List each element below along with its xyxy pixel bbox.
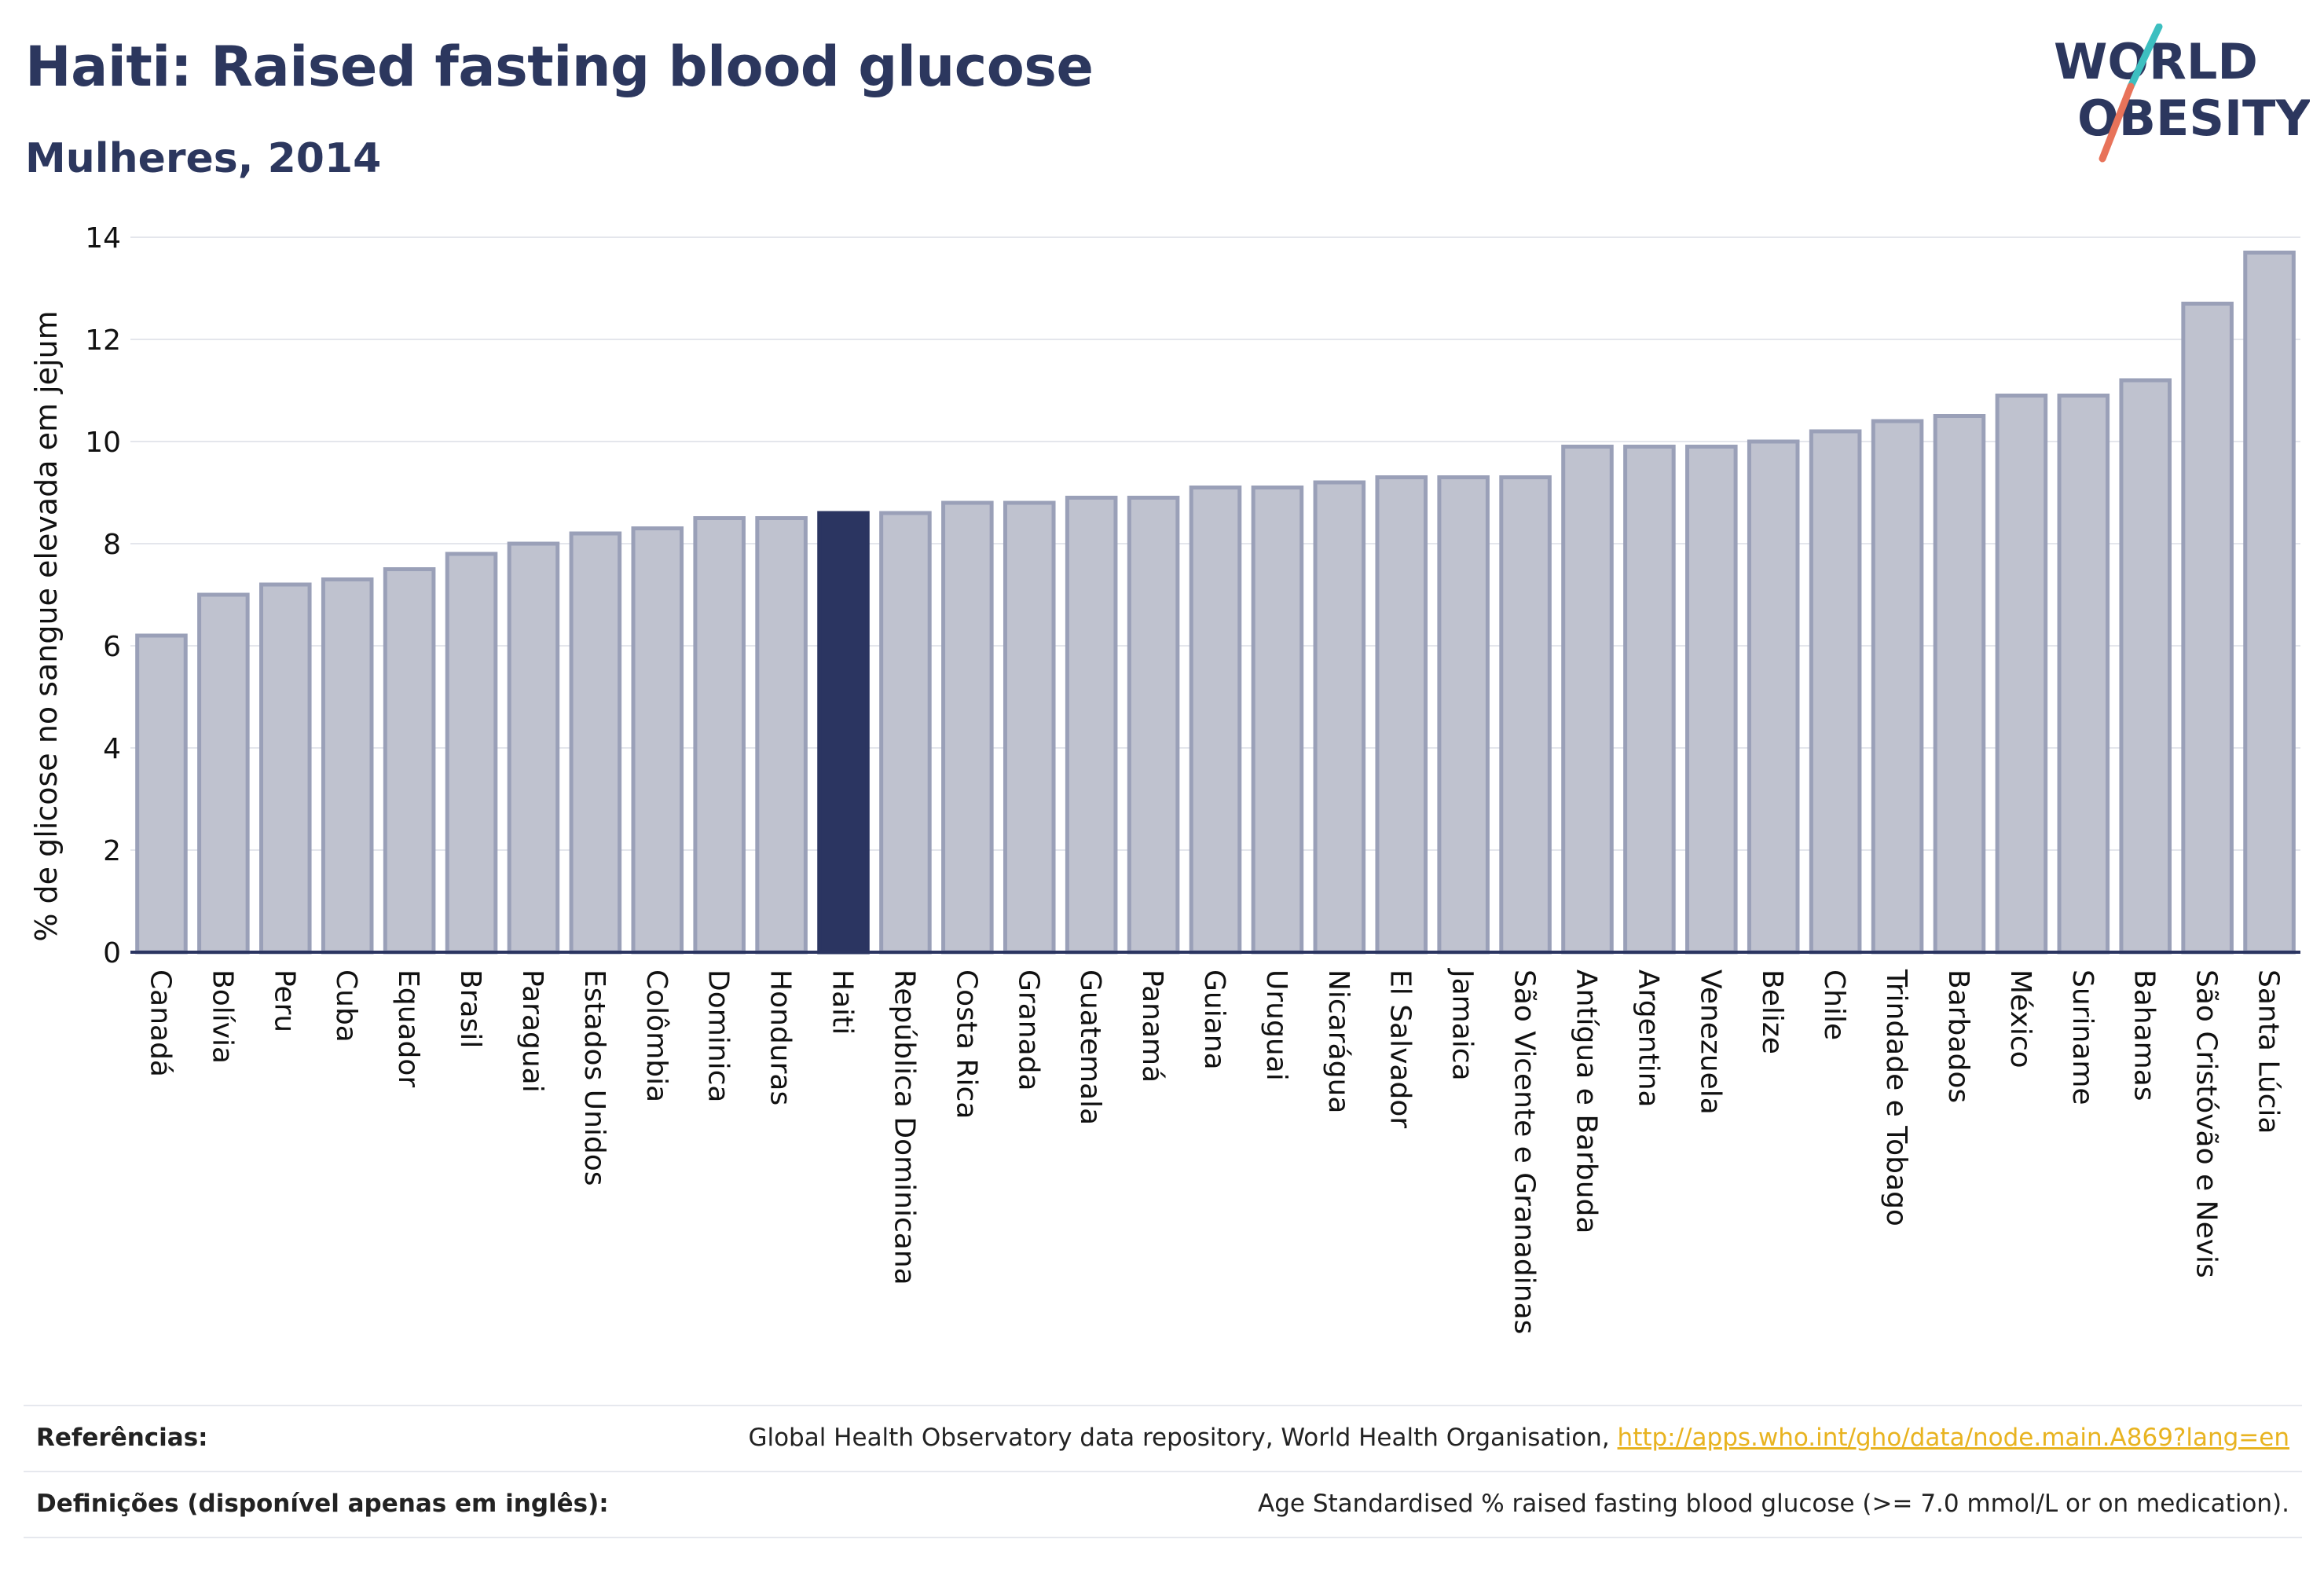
logo-word-world: WORLD bbox=[2054, 33, 2258, 90]
bar-20 bbox=[1375, 475, 1428, 955]
y-tick-label: 10 bbox=[85, 427, 121, 459]
x-tick-label: Nicarágua bbox=[1322, 969, 1354, 1113]
bar-27 bbox=[1809, 429, 1862, 955]
bar-17 bbox=[1189, 486, 1242, 955]
x-tick-label: Jamaica bbox=[1446, 968, 1479, 1081]
definitions-row: Definições (disponível apenas em inglês)… bbox=[24, 1471, 2302, 1538]
bar-5 bbox=[445, 552, 498, 955]
y-tick-label: 12 bbox=[85, 324, 121, 357]
x-tick-label: Brasil bbox=[454, 969, 486, 1048]
bar-3 bbox=[321, 577, 374, 955]
bars bbox=[135, 251, 2296, 955]
bar-chart: 0 2 4 6 8 10 12 14 Canadá Bolívia Peru Cuba Equador… bbox=[29, 222, 2300, 1334]
y-axis-ticks: 0 2 4 6 8 10 12 14 bbox=[85, 222, 121, 969]
logo-slash-teal bbox=[2127, 24, 2163, 90]
definitions-label: Definições (disponível apenas em inglês)… bbox=[36, 1490, 609, 1518]
x-tick-label: Costa Rica bbox=[950, 969, 982, 1119]
x-tick-label: Guatemala bbox=[1074, 969, 1106, 1125]
y-tick-label: 14 bbox=[85, 222, 121, 255]
bar-16 bbox=[1127, 496, 1180, 955]
x-tick-label: Santa Lúcia bbox=[2253, 969, 2285, 1134]
bar-8 bbox=[631, 526, 684, 955]
x-tick-label: Cuba bbox=[330, 969, 362, 1043]
bar-2 bbox=[259, 582, 312, 955]
x-tick-label: El Salvador bbox=[1384, 969, 1417, 1128]
references-row: Referências: Global Health Observatory d… bbox=[24, 1405, 2302, 1472]
x-tick-label: Canadá bbox=[144, 969, 176, 1077]
y-tick-label: 6 bbox=[103, 631, 121, 663]
references-value: Global Health Observatory data repositor… bbox=[748, 1424, 2289, 1452]
references-link[interactable]: http://apps.who.int/gho/data/node.main.A… bbox=[1617, 1424, 2289, 1452]
x-tick-label: Estados Unidos bbox=[578, 969, 610, 1186]
x-tick-label: Equador bbox=[392, 969, 424, 1087]
chart-title: Haiti: Raised fasting blood glucose bbox=[25, 35, 1094, 99]
bar-15 bbox=[1065, 496, 1118, 955]
definitions-value: Age Standardised % raised fasting blood … bbox=[1258, 1490, 2289, 1518]
world-obesity-logo: WORLD OBESITY bbox=[2054, 24, 2310, 163]
bar-11 bbox=[817, 511, 870, 955]
x-axis-labels: Canadá Bolívia Peru Cuba Equador Brasil Paragu… bbox=[144, 968, 2284, 1334]
bar-26 bbox=[1747, 439, 1800, 955]
footer-bottom-rule bbox=[24, 1537, 2302, 1538]
bar-33 bbox=[2181, 302, 2234, 955]
bar-23 bbox=[1561, 445, 1614, 955]
x-tick-label: Colômbia bbox=[640, 969, 673, 1102]
bar-6 bbox=[507, 541, 560, 955]
x-tick-label: Bolívia bbox=[206, 969, 238, 1064]
bar-34 bbox=[2243, 251, 2296, 955]
bar-9 bbox=[693, 516, 746, 955]
x-tick-label: República Dominicana bbox=[888, 969, 920, 1285]
x-tick-label: São Vicente e Granadinas bbox=[1508, 969, 1541, 1334]
bar-1 bbox=[197, 592, 250, 955]
bar-4 bbox=[383, 567, 436, 955]
y-tick-label: 2 bbox=[103, 835, 121, 867]
x-tick-label: Panamá bbox=[1136, 969, 1168, 1083]
bar-13 bbox=[941, 500, 994, 955]
bar-0 bbox=[135, 633, 188, 955]
bar-7 bbox=[569, 531, 622, 955]
x-tick-label: Trindade e Tobago bbox=[1880, 969, 1912, 1226]
logo-slash-coral bbox=[2099, 82, 2135, 163]
x-tick-label: Argentina bbox=[1632, 969, 1664, 1108]
bar-29 bbox=[1933, 414, 1986, 955]
bar-22 bbox=[1499, 475, 1552, 955]
references-text: Global Health Observatory data repositor… bbox=[748, 1424, 1618, 1452]
bar-14 bbox=[1003, 500, 1056, 955]
x-tick-label: Venezuela bbox=[1694, 969, 1726, 1115]
chart-subtitle: Mulheres, 2014 bbox=[25, 135, 382, 182]
y-tick-label: 4 bbox=[103, 733, 121, 765]
bar-31 bbox=[2057, 394, 2110, 955]
x-tick-label: Uruguai bbox=[1260, 969, 1292, 1081]
x-tick-label: Chile bbox=[1818, 969, 1850, 1040]
x-tick-label: México bbox=[2004, 969, 2036, 1068]
bar-25 bbox=[1685, 445, 1738, 955]
y-axis-title: % de glicose no sangue elevada em jejum bbox=[29, 310, 64, 941]
y-tick-label: 0 bbox=[103, 937, 121, 969]
x-tick-label: Antígua e Barbuda bbox=[1570, 969, 1602, 1233]
x-tick-label: Granada bbox=[1012, 969, 1044, 1091]
bar-19 bbox=[1313, 480, 1366, 955]
x-tick-label: Peru bbox=[268, 969, 300, 1032]
bar-10 bbox=[755, 516, 808, 955]
x-tick-label: Suriname bbox=[2066, 969, 2099, 1105]
x-tick-label: Haiti bbox=[827, 969, 859, 1035]
bar-32 bbox=[2119, 378, 2172, 955]
x-tick-label: São Cristóvão e Nevis bbox=[2190, 969, 2223, 1278]
bar-21 bbox=[1437, 475, 1490, 955]
references-label: Referências: bbox=[36, 1424, 208, 1452]
bar-18 bbox=[1251, 486, 1304, 955]
bar-12 bbox=[879, 511, 932, 955]
x-tick-label: Barbados bbox=[1942, 969, 1974, 1103]
x-tick-label: Honduras bbox=[764, 969, 797, 1105]
x-tick-label: Paraguai bbox=[516, 969, 548, 1093]
x-tick-label: Bahamas bbox=[2128, 969, 2161, 1101]
bar-30 bbox=[1995, 394, 2048, 955]
bar-28 bbox=[1871, 419, 1924, 955]
x-tick-label: Dominica bbox=[702, 969, 735, 1103]
bar-24 bbox=[1623, 445, 1676, 955]
x-tick-label: Guiana bbox=[1198, 969, 1230, 1070]
x-tick-label: Belize bbox=[1756, 969, 1788, 1054]
y-tick-label: 8 bbox=[103, 529, 121, 561]
